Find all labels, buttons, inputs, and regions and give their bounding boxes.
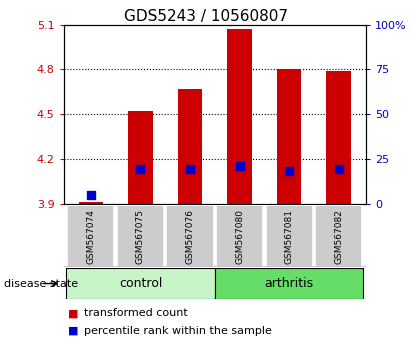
Bar (117, 205, 164, 267)
Bar (266, 205, 312, 267)
Text: GSM567080: GSM567080 (235, 209, 244, 264)
Bar (166, 205, 213, 267)
Text: GSM567075: GSM567075 (136, 209, 145, 264)
Text: control: control (119, 277, 162, 290)
Bar (216, 205, 263, 267)
Bar (67, 205, 115, 267)
Point (137, 166, 144, 172)
Text: transformed count: transformed count (84, 308, 188, 318)
Text: disease state: disease state (4, 279, 78, 289)
Bar (128, 111, 153, 204)
Bar (227, 29, 252, 204)
Text: ■: ■ (68, 308, 79, 318)
Bar (178, 89, 202, 204)
Text: arthritis: arthritis (264, 277, 314, 290)
Bar (66, 268, 215, 299)
Text: GSM567074: GSM567074 (86, 209, 95, 264)
Text: GDS5243 / 10560807: GDS5243 / 10560807 (123, 9, 288, 24)
Point (286, 168, 292, 173)
Bar (277, 69, 301, 204)
Point (335, 166, 342, 171)
Point (187, 166, 193, 171)
Text: ■: ■ (68, 326, 79, 336)
Bar (79, 202, 103, 204)
Bar (215, 268, 363, 299)
Bar (326, 71, 351, 204)
Text: GSM567082: GSM567082 (334, 209, 343, 264)
Text: GSM567081: GSM567081 (284, 209, 293, 264)
Text: GSM567076: GSM567076 (185, 209, 194, 264)
Text: percentile rank within the sample: percentile rank within the sample (84, 326, 272, 336)
Bar (315, 205, 362, 267)
Point (88, 193, 94, 198)
Point (236, 163, 243, 169)
